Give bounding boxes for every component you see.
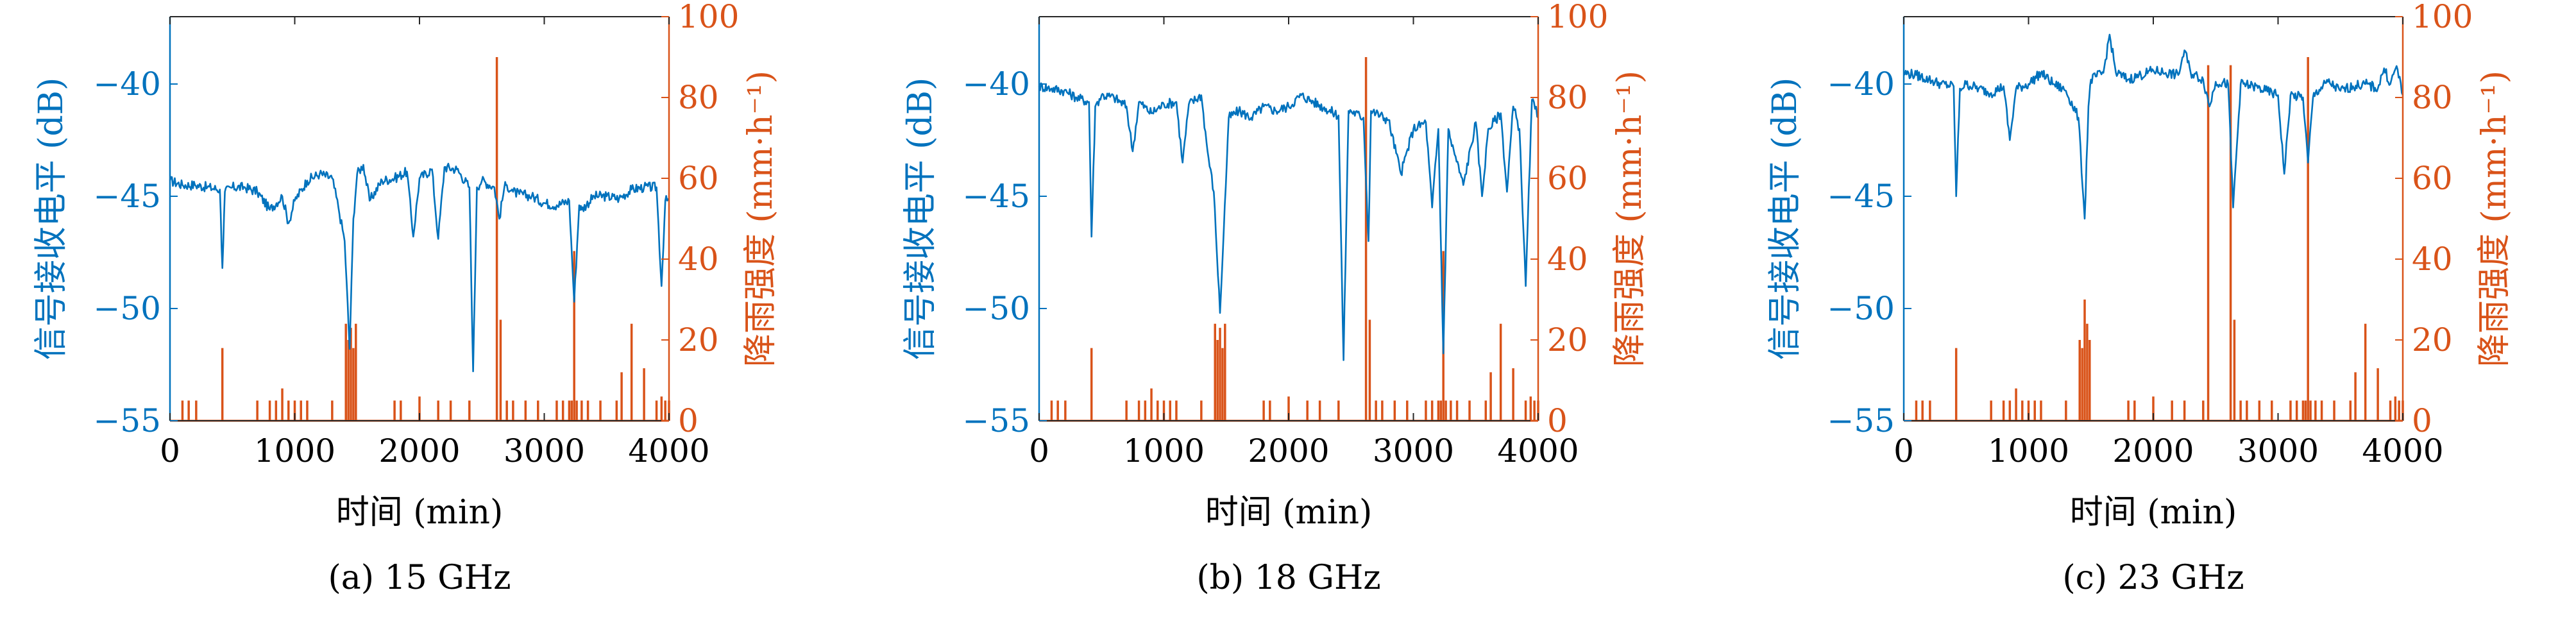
- x-tick-label: 0: [1894, 432, 1914, 470]
- signal-line: [169, 162, 670, 373]
- x-axis-label: 时间 (min): [336, 493, 504, 532]
- left-y-axis-label: 信号接收电平 (dB): [901, 78, 940, 360]
- subfigure-caption: (c) 23 GHz: [2062, 559, 2244, 597]
- subfigure-caption: (a) 15 GHz: [328, 559, 511, 597]
- x-tick-label: 2000: [2112, 432, 2194, 470]
- right-y-tick-label: 80: [1547, 79, 1588, 116]
- left-y-tick-label: −40: [93, 65, 161, 103]
- right-y-tick-label: 80: [2412, 79, 2453, 116]
- x-tick-label: 0: [1029, 432, 1049, 470]
- left-y-tick-label: −40: [962, 65, 1030, 103]
- right-y-tick-label: 40: [1547, 241, 1588, 278]
- x-tick-label: 1000: [254, 432, 335, 470]
- left-y-axis-label: 信号接收电平 (dB): [32, 78, 71, 360]
- x-tick-label: 4000: [1497, 432, 1579, 470]
- x-tick-label: 3000: [1373, 432, 1454, 470]
- chart-panel-3: 0 1000 2000 3000 4000 −55 −50 −45 −40 0 20 40 60 80 10…: [1766, 0, 2514, 597]
- x-axis-label: 时间 (min): [1205, 493, 1373, 532]
- x-tick-label: 2000: [378, 432, 460, 470]
- left-y-tick-label: −45: [1827, 178, 1895, 215]
- left-y-tick-label: −40: [1827, 65, 1895, 103]
- subfigure-caption: (b) 18 GHz: [1196, 559, 1380, 597]
- chart-panel-1: 0 1000 2000 3000 4000 −55 −50 −45 −40 0 20 40 60 80 10…: [32, 0, 780, 597]
- right-y-tick-label: 60: [678, 160, 719, 197]
- right-y-axis-label: 降雨强度 (mm·h⁻¹): [1611, 71, 1649, 367]
- left-y-tick-label: −45: [93, 178, 161, 215]
- right-y-axis-label: 降雨强度 (mm·h⁻¹): [2475, 71, 2514, 367]
- left-y-tick-label: −50: [962, 290, 1030, 327]
- x-tick-label: 0: [160, 432, 180, 470]
- left-y-tick-label: −45: [962, 178, 1030, 215]
- right-y-tick-label: 100: [1547, 0, 1608, 35]
- right-y-tick-label: 0: [678, 402, 699, 439]
- right-y-tick-label: 100: [2412, 0, 2473, 35]
- right-y-tick-label: 60: [1547, 160, 1588, 197]
- right-y-tick-label: 40: [2412, 241, 2453, 278]
- signal-line: [1038, 82, 1539, 361]
- left-y-axis-label: 信号接收电平 (dB): [1766, 78, 1804, 360]
- x-tick-label: 4000: [628, 432, 709, 470]
- right-y-tick-label: 20: [678, 321, 719, 359]
- right-y-tick-label: 80: [678, 79, 719, 116]
- left-y-tick-label: −50: [93, 290, 161, 327]
- x-tick-label: 3000: [504, 432, 585, 470]
- right-y-tick-label: 100: [678, 0, 739, 35]
- right-y-tick-label: 60: [2412, 160, 2453, 197]
- x-tick-label: 2000: [1248, 432, 1329, 470]
- x-tick-label: 1000: [1123, 432, 1205, 470]
- left-y-tick-label: −55: [93, 402, 161, 439]
- left-y-tick-label: −55: [1827, 402, 1895, 439]
- left-y-tick-label: −50: [1827, 290, 1895, 327]
- right-y-tick-label: 40: [678, 241, 719, 278]
- x-tick-label: 4000: [2362, 432, 2443, 470]
- left-y-tick-label: −55: [962, 402, 1030, 439]
- signal-line: [1902, 33, 2404, 220]
- right-y-tick-label: 20: [2412, 321, 2453, 359]
- right-y-tick-label: 20: [1547, 321, 1588, 359]
- right-y-tick-label: 0: [1547, 402, 1568, 439]
- x-tick-label: 3000: [2237, 432, 2319, 470]
- x-tick-label: 1000: [1988, 432, 2069, 470]
- x-axis-label: 时间 (min): [2070, 493, 2237, 532]
- chart-panel-2: 0 1000 2000 3000 4000 −55 −50 −45 −40 0 20 40 60 80 10…: [901, 0, 1649, 597]
- right-y-axis-label: 降雨强度 (mm·h⁻¹): [741, 71, 780, 367]
- right-y-tick-label: 0: [2412, 402, 2432, 439]
